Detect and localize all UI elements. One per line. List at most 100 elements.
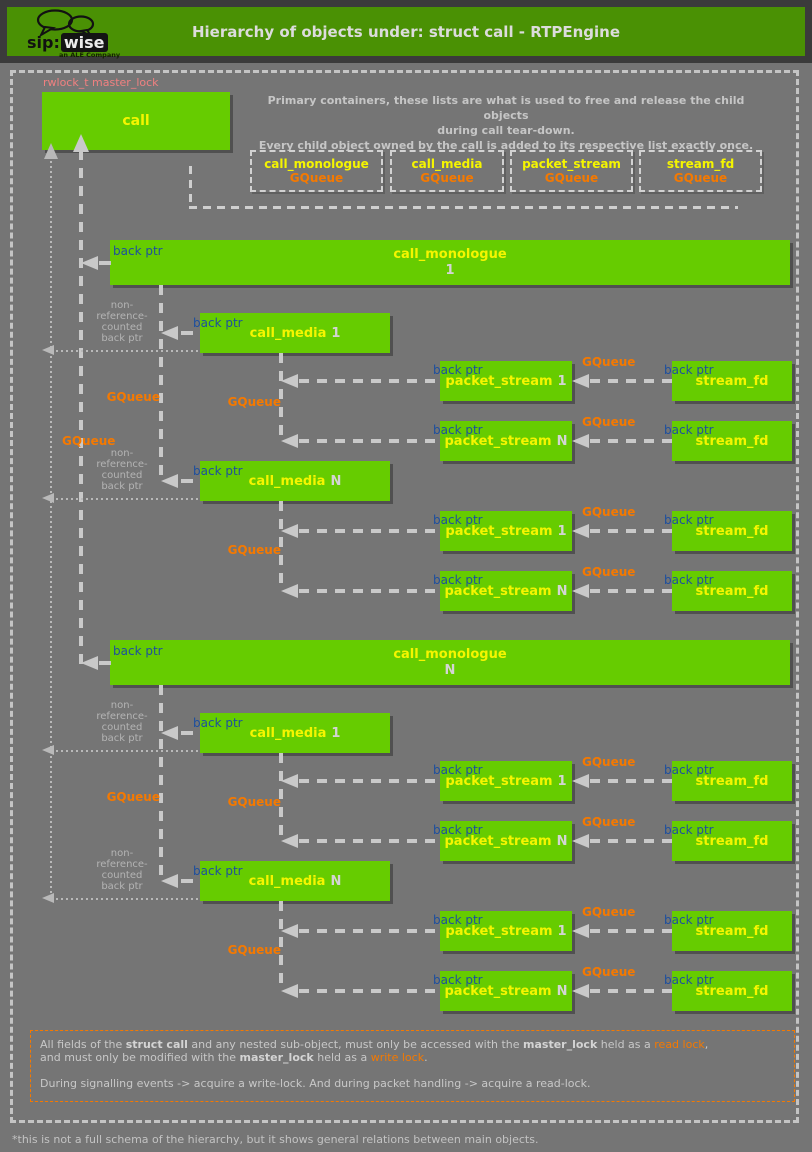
- non-ref-back-ptr-line: [56, 350, 200, 352]
- back-ptr-label: back ptr: [433, 513, 483, 527]
- arrow-left-icon: [81, 656, 98, 670]
- header-bar: sip: wise an ALE Company Hierarchy of obj…: [7, 7, 805, 59]
- arrow-left-icon: [161, 726, 178, 740]
- object-index: N: [556, 433, 568, 449]
- arrow-left-icon: [281, 924, 298, 938]
- packet-stream-box: packet_stream 1: [440, 761, 572, 801]
- arrow-left-icon: [42, 493, 54, 503]
- arrow-left-icon: [572, 524, 589, 538]
- gqueue-line: [159, 285, 163, 481]
- gqueue-label: GQueue: [227, 395, 281, 409]
- gqueue-label: GQueue: [106, 390, 160, 404]
- arrow-left-icon: [281, 434, 298, 448]
- call-monologue-bar: call_monologue 1: [110, 240, 790, 285]
- gqueue-label: GQueue: [582, 965, 636, 979]
- back-ptr-label: back ptr: [664, 913, 714, 927]
- back-ptr-label: back ptr: [433, 973, 483, 987]
- back-ptr-label: back ptr: [433, 913, 483, 927]
- arrow-left-icon: [281, 584, 298, 598]
- non-ref-back-ptr-line: [56, 898, 200, 900]
- queue-box-packet-stream: packet_stream GQueue: [510, 150, 633, 192]
- queue-box-type: GQueue: [289, 171, 344, 185]
- note-text-segment: master_lock: [239, 1051, 314, 1064]
- queue-box-call-media: call_media GQueue: [390, 150, 504, 192]
- gqueue-line: [590, 929, 672, 933]
- non-ref-back-ptr-line: [56, 750, 200, 752]
- gqueue-line: [590, 439, 672, 443]
- packet-stream-box: packet_stream N: [440, 421, 572, 461]
- locking-note-box: All fields of the struct call and any ne…: [30, 1030, 795, 1102]
- arrow-left-icon: [281, 524, 298, 538]
- arrow-left-icon: [572, 924, 589, 938]
- back-ptr-label: back ptr: [433, 763, 483, 777]
- back-ptr-line: [99, 661, 111, 665]
- note-line: [40, 1064, 785, 1077]
- stream-fd-box: stream_fd: [672, 911, 792, 951]
- gqueue-line: [590, 839, 672, 843]
- gqueue-label: GQueue: [62, 434, 116, 448]
- stream-fd-box: stream_fd: [672, 361, 792, 401]
- stream-fd-box: stream_fd: [672, 511, 792, 551]
- arrow-left-icon: [42, 893, 54, 903]
- object-label: packet_stream: [445, 523, 553, 539]
- arrow-left-icon: [572, 774, 589, 788]
- gqueue-line: [279, 501, 283, 591]
- object-label: packet_stream: [444, 433, 552, 449]
- object-label: packet_stream: [444, 833, 552, 849]
- object-label: stream_fd: [695, 583, 769, 599]
- back-ptr-label: back ptr: [193, 716, 243, 730]
- arrow-left-icon: [42, 745, 54, 755]
- back-ptr-label: back ptr: [433, 823, 483, 837]
- primary-note-line: during call tear-down.: [437, 124, 575, 137]
- object-label: call_media: [249, 325, 327, 341]
- back-ptr-label: back ptr: [664, 763, 714, 777]
- arrow-left-icon: [572, 584, 589, 598]
- object-label: call_media: [249, 725, 327, 741]
- gqueue-line: [590, 779, 672, 783]
- packet-stream-box: packet_stream N: [440, 971, 572, 1011]
- packet-stream-box: packet_stream N: [440, 821, 572, 861]
- gqueue-line: [299, 439, 440, 443]
- object-label: stream_fd: [695, 983, 769, 999]
- gqueue-line: [299, 379, 440, 383]
- non-ref-back-ptr-note: non- reference- counted back ptr: [96, 848, 148, 892]
- queue-box-name: call_monologue: [264, 157, 369, 171]
- gqueue-line: [299, 929, 440, 933]
- object-label: call_media: [248, 873, 326, 889]
- object-index: N: [556, 833, 568, 849]
- gqueue-line: [299, 989, 440, 993]
- back-ptr-label: back ptr: [433, 573, 483, 587]
- object-index: N: [330, 873, 342, 889]
- page-title: Hierarchy of objects under: struct call …: [191, 23, 621, 41]
- object-label: stream_fd: [695, 833, 769, 849]
- call-media-box: call_media 1: [200, 313, 390, 353]
- back-ptr-label: back ptr: [664, 823, 714, 837]
- gqueue-line: [590, 589, 672, 593]
- arrow-left-icon: [161, 326, 178, 340]
- arrow-left-icon: [572, 984, 589, 998]
- note-line: and must only be modified with the maste…: [40, 1051, 785, 1064]
- stream-fd-box: stream_fd: [672, 571, 792, 611]
- gqueue-label: GQueue: [227, 543, 281, 557]
- gqueue-label: GQueue: [582, 505, 636, 519]
- sipwise-logo: sip: wise an ALE Company: [21, 9, 131, 59]
- object-label: stream_fd: [695, 523, 769, 539]
- object-index: N: [330, 473, 342, 489]
- footnote: *this is not a full schema of the hierar…: [12, 1133, 539, 1146]
- object-label: stream_fd: [695, 923, 769, 939]
- non-ref-back-ptr-trunk: [50, 156, 52, 900]
- gqueue-label: GQueue: [582, 815, 636, 829]
- queue-box-name: stream_fd: [666, 157, 735, 171]
- gqueue-label: GQueue: [582, 755, 636, 769]
- stream-fd-box: stream_fd: [672, 761, 792, 801]
- gqueue-line: [279, 353, 283, 441]
- gqueue-label: GQueue: [582, 355, 636, 369]
- primary-containers-note: Primary containers, these lists are what…: [250, 93, 762, 153]
- logo-tagline: an ALE Company: [59, 51, 121, 59]
- header-band: sip: wise an ALE Company Hierarchy of obj…: [0, 0, 812, 63]
- back-ptr-label: back ptr: [193, 464, 243, 478]
- arrow-left-icon: [572, 434, 589, 448]
- gqueue-line: [279, 901, 283, 991]
- gqueue-label: GQueue: [582, 565, 636, 579]
- stream-fd-box: stream_fd: [672, 971, 792, 1011]
